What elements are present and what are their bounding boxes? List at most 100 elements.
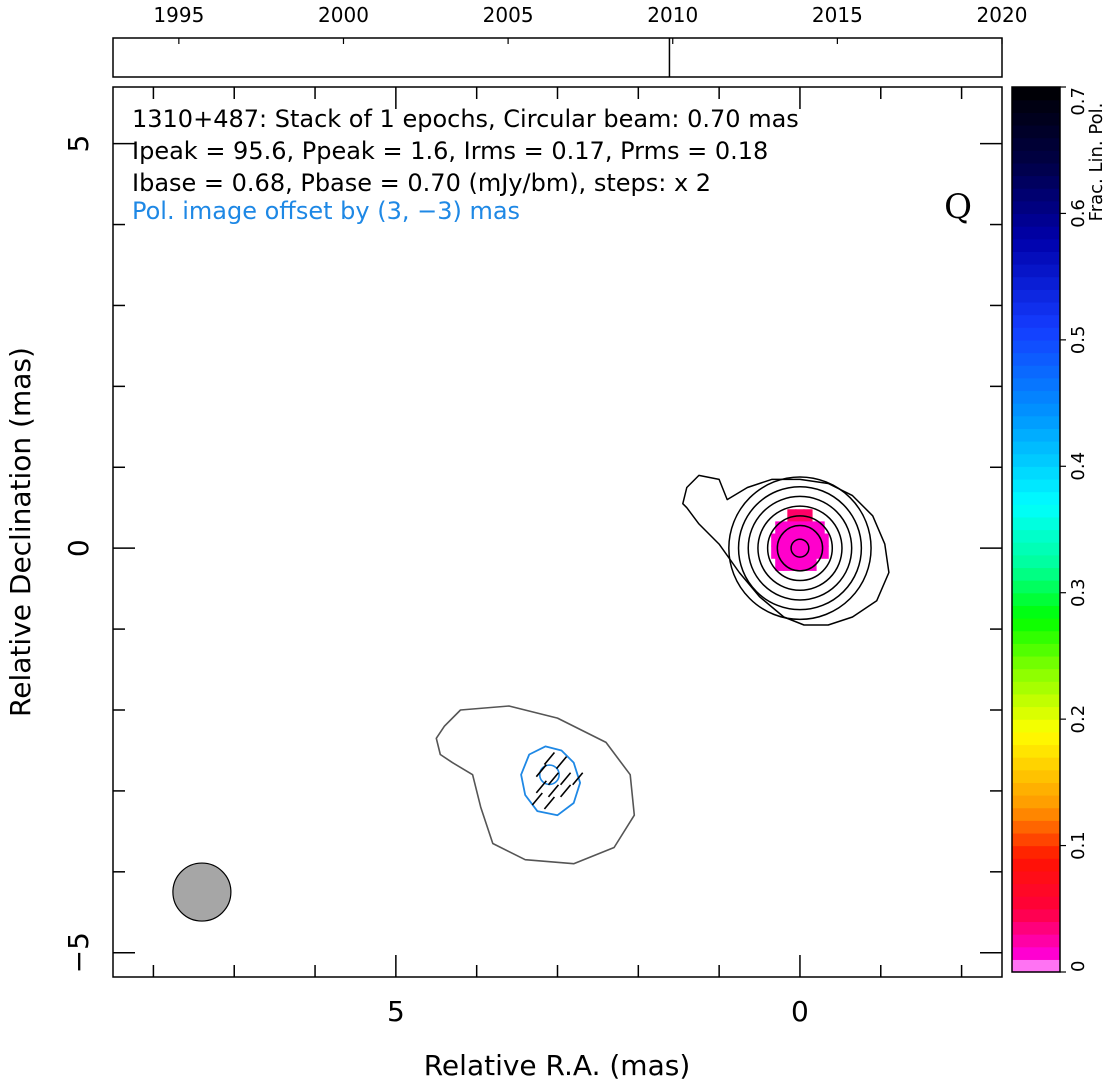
colorbar-band xyxy=(1012,213,1060,227)
colorbar-band xyxy=(1012,289,1060,303)
colorbar-band xyxy=(1012,390,1060,404)
colorbar-band xyxy=(1012,731,1060,746)
frac-pol-pixel xyxy=(775,557,785,571)
frac-pol-pixel xyxy=(787,509,797,523)
colorbar-band xyxy=(1012,403,1060,417)
colorbar-band xyxy=(1012,314,1060,328)
colorbar-band xyxy=(1012,567,1060,581)
frac-pol-pixel xyxy=(819,545,829,559)
colorbar-band xyxy=(1012,428,1060,442)
frac-pol-pixel xyxy=(791,557,801,571)
colorbar-tick-label: 0.4 xyxy=(1068,452,1089,481)
frac-pol-pixel xyxy=(775,521,785,535)
colorbar-band xyxy=(1012,415,1060,429)
evpa-vector xyxy=(572,772,584,786)
colorbar-band xyxy=(1012,542,1060,556)
evpa-vector xyxy=(543,796,556,810)
colorbar-band xyxy=(1012,339,1060,354)
colorbar-band xyxy=(1012,655,1060,670)
colorbar-band xyxy=(1012,870,1060,885)
frac-pol-pixel xyxy=(779,533,789,547)
colorbar-band xyxy=(1012,883,1060,897)
colorbar-band xyxy=(1012,112,1060,126)
evpa-vector xyxy=(531,792,543,806)
colorbar-band xyxy=(1012,769,1060,783)
x-tick-label: 5 xyxy=(387,995,405,1028)
epoch-tick-label: 1995 xyxy=(153,3,204,27)
epoch-tick-label: 2015 xyxy=(812,3,863,27)
colorbar-band xyxy=(1012,592,1060,606)
frac-pol-pixel xyxy=(783,521,793,535)
frac-pol-pixel xyxy=(803,509,813,523)
colorbar-tick-label: 0.3 xyxy=(1068,578,1089,607)
evpa-vector xyxy=(559,772,572,786)
colorbar-band xyxy=(1012,693,1060,708)
colorbar-band xyxy=(1012,491,1060,505)
colorbar-band xyxy=(1012,327,1060,341)
frac-pol-pixel xyxy=(787,533,797,547)
y-tick-label: 0 xyxy=(62,539,95,557)
colorbar-band xyxy=(1012,643,1060,657)
colorbar-band xyxy=(1012,200,1060,215)
colorbar-band xyxy=(1012,87,1060,101)
beam-ellipse xyxy=(172,862,232,922)
frac-pol-pixel xyxy=(803,533,813,547)
colorbar-tick-label: 0.5 xyxy=(1068,326,1089,355)
colorbar-band xyxy=(1012,630,1060,644)
stokes-i-contour xyxy=(757,505,843,592)
colorbar: 0 0.1 0.2 0.3 0.4 0.5 0.6 0.7 Frac. Lin. Pol. xyxy=(1011,86,1107,973)
stokes-i-contour xyxy=(790,538,810,558)
colorbar-band xyxy=(1012,478,1060,493)
stokes-i-contour xyxy=(728,476,872,621)
frac-pol-pixel xyxy=(795,545,805,559)
colorbar-band xyxy=(1012,832,1060,847)
colorbar-band xyxy=(1012,554,1060,569)
stokes-i-contour xyxy=(737,485,863,611)
epoch-tick-label: 2020 xyxy=(977,3,1028,27)
map-panel: 5 0 5 0 −5 1310+487: Stack of 1 epochs, Circ… xyxy=(62,86,1003,1028)
frac-pol-pixel xyxy=(819,533,829,547)
colorbar-band xyxy=(1012,529,1060,543)
evpa-vector xyxy=(535,764,547,778)
epoch-axis: 1995 2000 2005 2010 2015 2020 xyxy=(112,3,1028,78)
annotation-line-3: Ibase = 0.68, Pbase = 0.70 (mJy/bm), ste… xyxy=(132,169,711,197)
frac-pol-pixel xyxy=(783,557,793,571)
colorbar-band xyxy=(1012,681,1060,695)
colorbar-band xyxy=(1012,466,1060,480)
colorbar-band xyxy=(1012,504,1060,518)
colorbar-band xyxy=(1012,921,1060,935)
colorbar-band xyxy=(1012,719,1060,733)
frac-pol-pixel xyxy=(791,521,801,535)
epoch-tick-label: 2010 xyxy=(647,3,698,27)
colorbar-band xyxy=(1012,858,1060,872)
colorbar-tick-label: 0.6 xyxy=(1068,199,1089,228)
colorbar-band xyxy=(1012,706,1060,720)
evpa-vector xyxy=(559,784,572,798)
colorbar-band xyxy=(1012,845,1060,859)
colorbar-band xyxy=(1012,226,1060,240)
stokes-i-contour xyxy=(776,524,824,572)
colorbar-tick-label: 0.1 xyxy=(1068,831,1089,860)
colorbar-band xyxy=(1012,301,1060,316)
stokes-i-contour xyxy=(682,474,890,626)
stokes-i-contour xyxy=(766,515,834,582)
colorbar-band xyxy=(1012,946,1060,960)
colorbar-band xyxy=(1012,264,1060,278)
x-axis-label: Relative R.A. (mas) xyxy=(424,1049,691,1082)
stokes-i-contour xyxy=(747,495,853,601)
colorbar-band xyxy=(1012,377,1060,392)
y-axis-label: Relative Declination (mas) xyxy=(4,347,37,717)
epoch-tick-label: 2000 xyxy=(318,3,369,27)
y-tick-label: −5 xyxy=(62,932,95,973)
frac-pol-pixel xyxy=(795,533,805,547)
colorbar-band xyxy=(1012,352,1060,366)
epoch-axis-frame xyxy=(112,37,1003,78)
evpa-vector xyxy=(555,756,568,770)
colorbar-band xyxy=(1012,757,1060,771)
colorbar-band xyxy=(1012,820,1060,834)
frac-pol-pixel xyxy=(815,521,825,535)
frac-pol-pixel xyxy=(771,533,781,547)
colorbar-band xyxy=(1012,795,1060,809)
colorbar-band xyxy=(1012,162,1060,177)
